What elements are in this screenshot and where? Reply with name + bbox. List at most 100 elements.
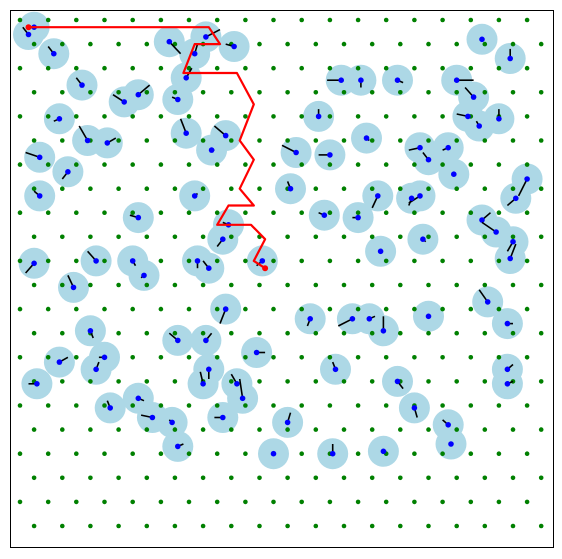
obstacle-center: [507, 55, 513, 62]
obstacle-center: [366, 316, 373, 322]
grid-point: [158, 355, 164, 360]
grid-point: [17, 17, 23, 23]
grid-point: [299, 355, 305, 360]
grid-point: [45, 499, 51, 505]
grid-point: [454, 330, 460, 336]
grid-point: [74, 451, 79, 457]
obstacle-center: [222, 132, 229, 139]
grid-point: [200, 186, 206, 191]
grid-point: [355, 306, 361, 312]
grid-point: [285, 427, 290, 432]
grid-point: [482, 41, 488, 47]
grid-point: [144, 475, 150, 481]
grid-point: [116, 427, 121, 432]
grid-point: [271, 355, 276, 360]
grid-point: [130, 162, 135, 167]
grid-point: [271, 17, 276, 23]
grid-point: [243, 403, 248, 408]
grid-point: [271, 306, 276, 312]
grid-point: [299, 451, 305, 457]
obstacle-center: [34, 381, 40, 387]
grid-point: [510, 234, 516, 240]
grid-point: [482, 523, 488, 529]
grid-point: [327, 306, 333, 312]
grid-point: [454, 138, 460, 143]
grid-point: [369, 523, 375, 529]
grid-point: [214, 258, 220, 264]
grid-point: [31, 234, 37, 240]
grid-point: [45, 258, 51, 264]
grid-point: [440, 403, 445, 408]
grid-point: [116, 41, 121, 47]
grid-point: [229, 427, 234, 432]
grid-point: [116, 379, 121, 384]
grid-point: [285, 138, 290, 143]
obstacle-center: [36, 193, 43, 199]
grid-point: [327, 403, 333, 408]
obstacle-center: [420, 236, 426, 242]
grid-point: [482, 138, 488, 143]
grid-point: [327, 210, 333, 215]
grid-point: [538, 475, 544, 481]
grid-point: [299, 17, 305, 23]
grid-point: [510, 427, 516, 432]
grid-point: [102, 451, 107, 457]
grid-point: [454, 234, 460, 240]
grid-point: [538, 523, 544, 529]
obstacle-center: [287, 185, 294, 192]
grid-point: [482, 475, 488, 481]
grid-point: [130, 210, 135, 215]
grid-point: [313, 90, 319, 95]
grid-point: [214, 499, 220, 505]
obstacle-center: [253, 349, 260, 356]
grid-point: [144, 379, 150, 384]
obstacle-center: [87, 328, 94, 334]
grid-point: [440, 17, 445, 23]
grid-point: [172, 475, 178, 481]
obstacle-center: [284, 419, 291, 426]
grid-point: [454, 41, 460, 47]
grid-point: [454, 523, 460, 529]
grid-point: [341, 90, 347, 95]
obstacle-center: [200, 381, 206, 387]
grid-point: [116, 523, 121, 529]
obstacle-link: [481, 221, 497, 233]
grid-point: [214, 114, 220, 119]
grid-point: [398, 330, 403, 336]
grid-point: [510, 138, 516, 143]
grid-point: [355, 258, 361, 264]
grid-point: [130, 65, 135, 71]
obstacle-center: [329, 450, 336, 457]
obstacle-center: [394, 77, 401, 83]
grid-point: [229, 282, 234, 288]
grid-point: [482, 427, 488, 432]
grid-point: [482, 379, 488, 384]
grid-point: [130, 17, 135, 23]
grid-point: [398, 234, 403, 240]
grid-point: [538, 41, 544, 47]
grid-point: [158, 162, 164, 167]
grid-point: [538, 427, 544, 432]
grid-point: [214, 162, 220, 167]
grid-point: [102, 306, 107, 312]
grid-point: [102, 114, 107, 119]
grid-points-layer: [17, 17, 544, 529]
grid-point: [440, 499, 445, 505]
grid-point: [482, 186, 488, 191]
grid-point: [327, 17, 333, 23]
grid-point: [214, 451, 220, 457]
grid-point: [538, 234, 544, 240]
obstacle-center: [363, 135, 370, 141]
grid-point: [102, 258, 107, 264]
grid-point: [257, 282, 262, 288]
obstacle-center: [183, 75, 189, 81]
grid-point: [468, 403, 474, 408]
grid-point: [538, 282, 544, 288]
obstacle-center: [332, 366, 339, 373]
grid-point: [454, 475, 460, 481]
grid-point: [229, 475, 234, 481]
grid-point: [271, 403, 276, 408]
obstacle-center: [377, 248, 384, 255]
path-start-point: [25, 24, 32, 31]
